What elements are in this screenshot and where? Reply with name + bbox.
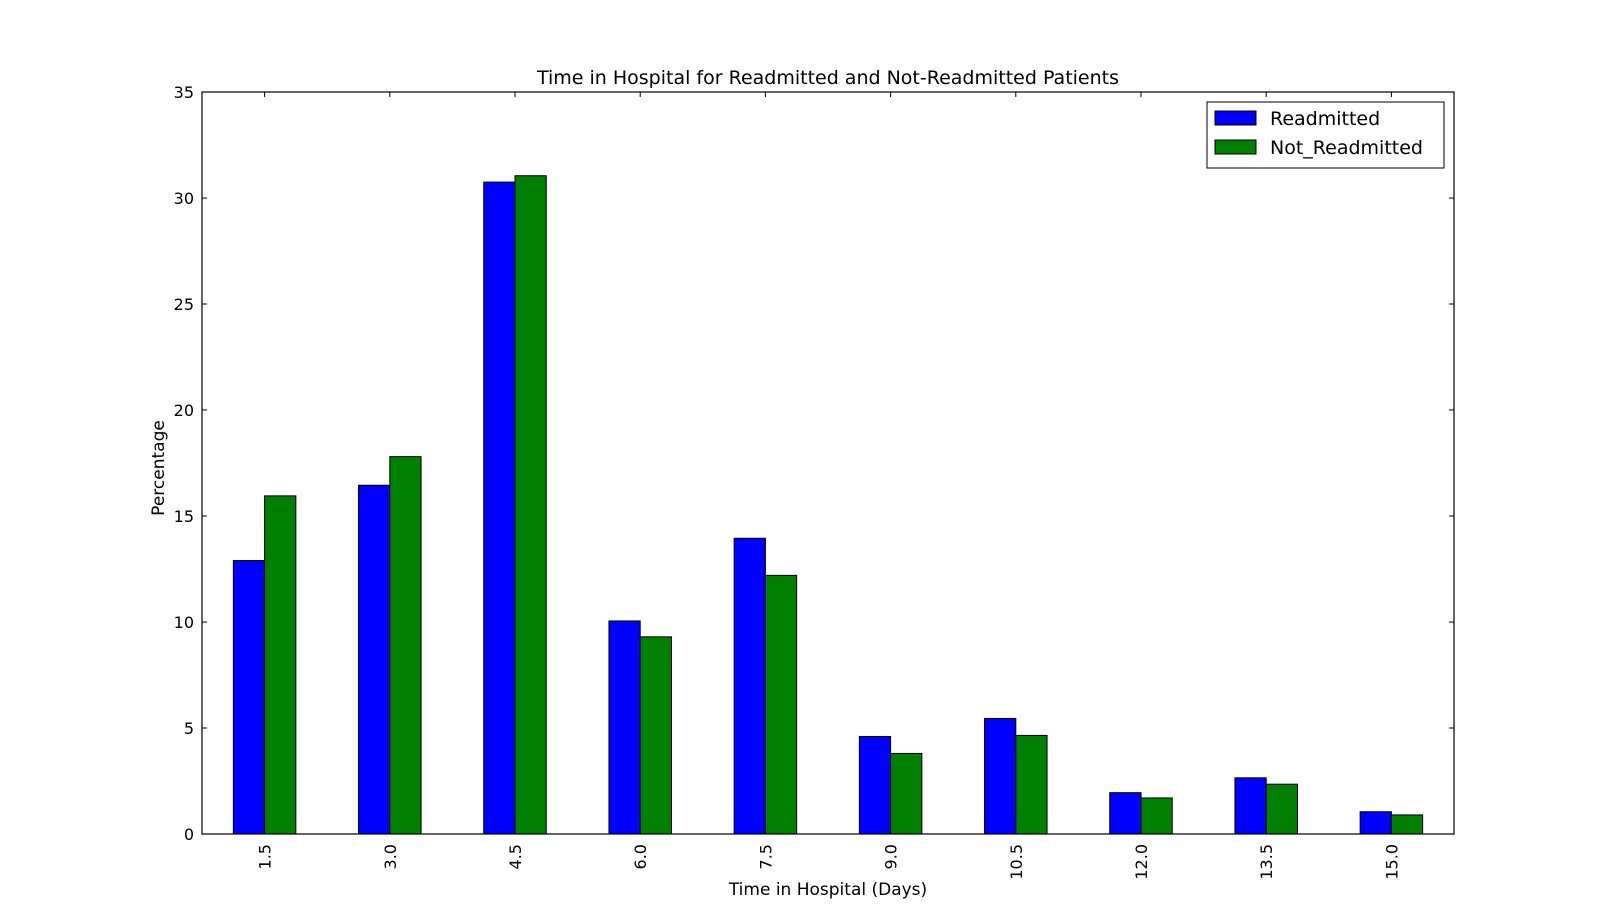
x-tick-label: 6.0 (631, 844, 650, 869)
bar-not-readmitted-13.5 (1265, 783, 1298, 835)
bar-not-readmitted-3.0 (389, 456, 422, 835)
y-tick-label: 10 (174, 613, 194, 632)
bar-readmitted-1.5 (232, 560, 266, 835)
bar-not-readmitted-1.5 (264, 495, 297, 835)
legend-swatch-not-readmitted (1214, 139, 1257, 155)
legend-swatch-readmitted (1214, 110, 1257, 126)
x-axis-label: Time in Hospital (Days) (728, 880, 927, 900)
bar-readmitted-4.5 (483, 181, 516, 835)
y-tick-label: 15 (174, 507, 194, 526)
y-axis-label: Percentage (149, 420, 169, 516)
bar-not-readmitted-10.5 (1015, 734, 1048, 835)
bar-not-readmitted-6.0 (639, 636, 672, 835)
bar-readmitted-12.0 (1109, 792, 1142, 835)
x-tick-label: 1.5 (256, 844, 275, 869)
plot-frame (201, 91, 1455, 835)
bar-readmitted-10.5 (984, 717, 1017, 835)
bar-readmitted-6.0 (608, 620, 641, 835)
bar-readmitted-15.0 (1359, 811, 1392, 835)
y-tick-label: 5 (184, 719, 194, 738)
x-tick-label: 15.0 (1382, 844, 1401, 880)
x-tick-label: 3.0 (381, 844, 400, 869)
y-tick-label: 25 (174, 295, 194, 314)
legend-label-readmitted: Readmitted (1270, 108, 1380, 130)
y-tick-label: 35 (174, 83, 194, 102)
y-tick-label: 30 (174, 189, 194, 208)
legend: Readmitted Not_Readmitted (1206, 101, 1445, 169)
bars-layer (232, 175, 1424, 835)
chart-title: Time in Hospital for Readmitted and Not-… (536, 67, 1119, 89)
x-tick-label: 7.5 (756, 844, 775, 869)
legend-label-not-readmitted: Not_Readmitted (1270, 137, 1423, 159)
ticks-layer: 1.5 3.0 4.5 6.0 7.5 9.0 10.5 12.0 13.5 15.0 0 5 10 15… (174, 83, 1454, 880)
bar-readmitted-13.5 (1234, 777, 1267, 835)
y-tick-label: 20 (174, 401, 194, 420)
bar-readmitted-9.0 (858, 735, 892, 835)
x-tick-label: 9.0 (882, 844, 901, 869)
bar-readmitted-7.5 (733, 537, 766, 835)
x-tick-label: 10.5 (1007, 844, 1026, 880)
bar-not-readmitted-12.0 (1140, 797, 1173, 835)
y-tick-label: 0 (184, 825, 194, 844)
x-tick-label: 13.5 (1257, 844, 1276, 880)
bar-not-readmitted-4.5 (514, 175, 547, 835)
bar-not-readmitted-9.0 (890, 752, 923, 835)
bar-not-readmitted-7.5 (764, 574, 798, 835)
x-tick-label: 4.5 (506, 844, 525, 869)
x-tick-label: 12.0 (1132, 844, 1151, 880)
bar-not-readmitted-15.0 (1390, 814, 1424, 835)
bar-readmitted-3.0 (358, 484, 391, 835)
